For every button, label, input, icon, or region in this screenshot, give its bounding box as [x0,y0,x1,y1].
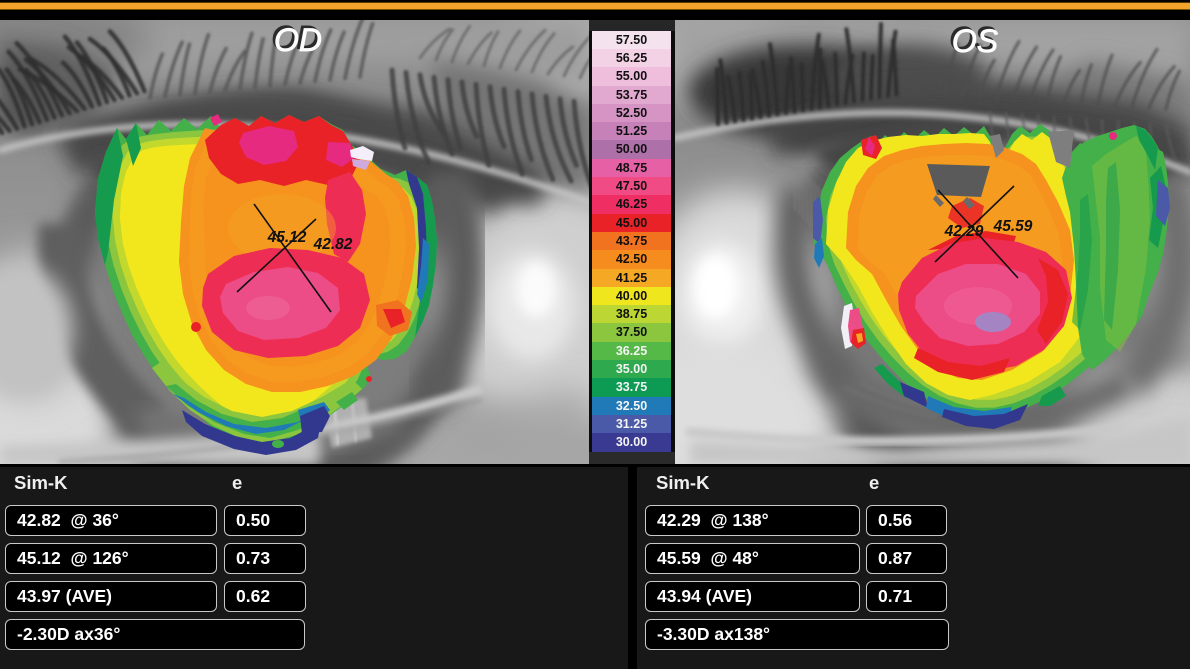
svg-text:OS: OS [952,23,998,59]
svg-text:42.82: 42.82 [313,236,353,253]
svg-text:OS: OS [949,21,995,57]
svg-text:42.29: 42.29 [944,223,984,240]
svg-text:OD: OD [272,20,320,56]
svg-text:OD: OD [274,22,322,58]
svg-text:45.12: 45.12 [267,229,307,246]
svg-text:45.59: 45.59 [993,218,1033,235]
